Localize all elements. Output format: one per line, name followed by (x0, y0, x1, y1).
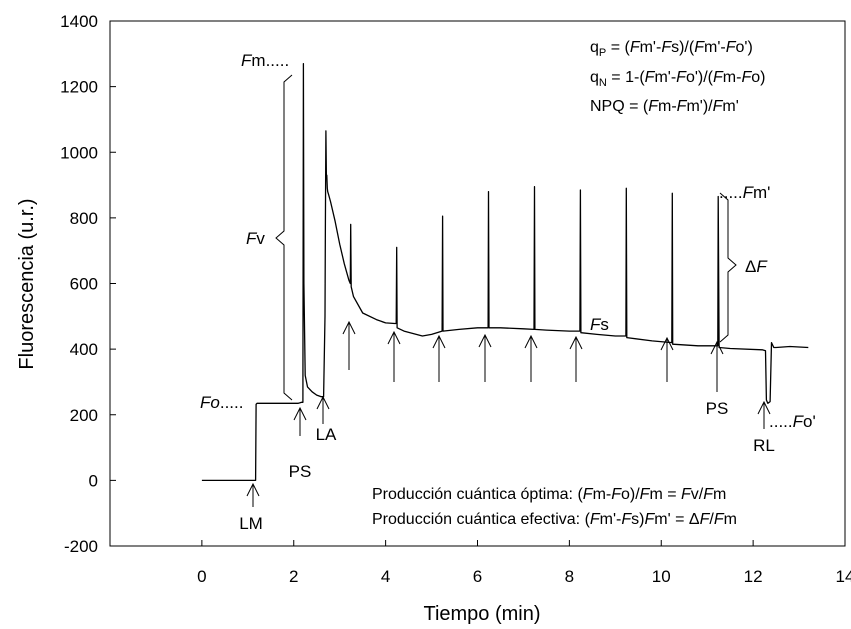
y-tick-label: 1200 (60, 78, 98, 97)
y-tick-label: 1400 (60, 12, 98, 31)
x-tick-label: 0 (197, 567, 206, 586)
y-tick-label: 800 (70, 209, 98, 228)
x-tick-label: 2 (289, 567, 298, 586)
arrow-pulse-1 (342, 320, 356, 370)
arrow-pulse-2 (387, 330, 401, 382)
axis-ticks: 0 2 4 6 8 10 12 14 -200 0 200 400 600 800 1000 1200 1400 (60, 12, 851, 586)
x-tick-label: 14 (836, 567, 851, 586)
label-fm: Fm..... (241, 51, 289, 70)
arrow-rl (757, 400, 771, 429)
y-tick-label: 1000 (60, 143, 98, 162)
label-fs: Fs (590, 315, 609, 334)
yield-efectiva: Producción cuántica efectiva: (Fm'-Fs)Fm… (372, 511, 737, 528)
y-tick-label: 400 (70, 340, 98, 359)
y-tick-label: 600 (70, 275, 98, 294)
arrow-pulse-7 (660, 336, 674, 382)
delta-f-brace (719, 192, 737, 343)
event-arrows (246, 320, 771, 507)
fluorescence-trace (201, 63, 809, 482)
arrow-lm (246, 482, 260, 507)
equation-qn: qN = 1-(Fm'-Fo')/(Fm-Fo) (590, 69, 765, 89)
label-la: LA (316, 425, 337, 444)
label-fv: Fv (246, 229, 265, 248)
y-axis-label: Fluorescencia (u.r.) (16, 198, 38, 369)
x-tick-label: 10 (652, 567, 671, 586)
arrow-ps-1 (293, 406, 307, 436)
arrow-labels: LM PS LA PS RL (239, 399, 775, 533)
label-delta-f: ΔF (745, 257, 768, 276)
y-tick-label: 200 (70, 406, 98, 425)
label-fo: Fo..... (200, 393, 243, 412)
arrow-pulse-5 (524, 334, 538, 382)
yield-block: Producción cuántica óptima: (Fm-Fo)/Fm =… (372, 486, 737, 528)
arrow-ps-2 (710, 340, 724, 392)
y-tick-label: 0 (89, 471, 98, 490)
label-fo-prime: .....Fo' (769, 412, 816, 431)
label-lm: LM (239, 514, 263, 533)
equations-block: qP = (Fm'-Fs)/(Fm'-Fo') qN = 1-(Fm'-Fo')… (590, 39, 765, 115)
label-fm-prime: .....Fm' (719, 183, 770, 202)
x-tick-label: 6 (473, 567, 482, 586)
yield-optima: Producción cuántica óptima: (Fm-Fo)/Fm =… (372, 486, 726, 503)
arrow-pulse-6 (569, 335, 583, 382)
arrow-pulse-4 (478, 333, 492, 382)
equation-npq: NPQ = (Fm-Fm')/Fm' (590, 98, 739, 115)
x-tick-label: 8 (565, 567, 574, 586)
equation-qp: qP = (Fm'-Fs)/(Fm'-Fo') (590, 39, 753, 59)
x-axis-label: Tiempo (min) (423, 603, 540, 625)
label-rl: RL (753, 436, 775, 455)
label-ps-1: PS (289, 462, 312, 481)
x-tick-label: 4 (381, 567, 390, 586)
arrow-pulse-3 (432, 334, 446, 382)
label-ps-2: PS (706, 399, 729, 418)
fv-brace (275, 74, 293, 401)
y-tick-label: -200 (64, 537, 98, 556)
arrow-la (316, 395, 330, 424)
x-tick-label: 12 (744, 567, 763, 586)
trace-labels: Fm..... Fo..... Fv .....Fm' .....Fo' Fs … (200, 51, 816, 431)
